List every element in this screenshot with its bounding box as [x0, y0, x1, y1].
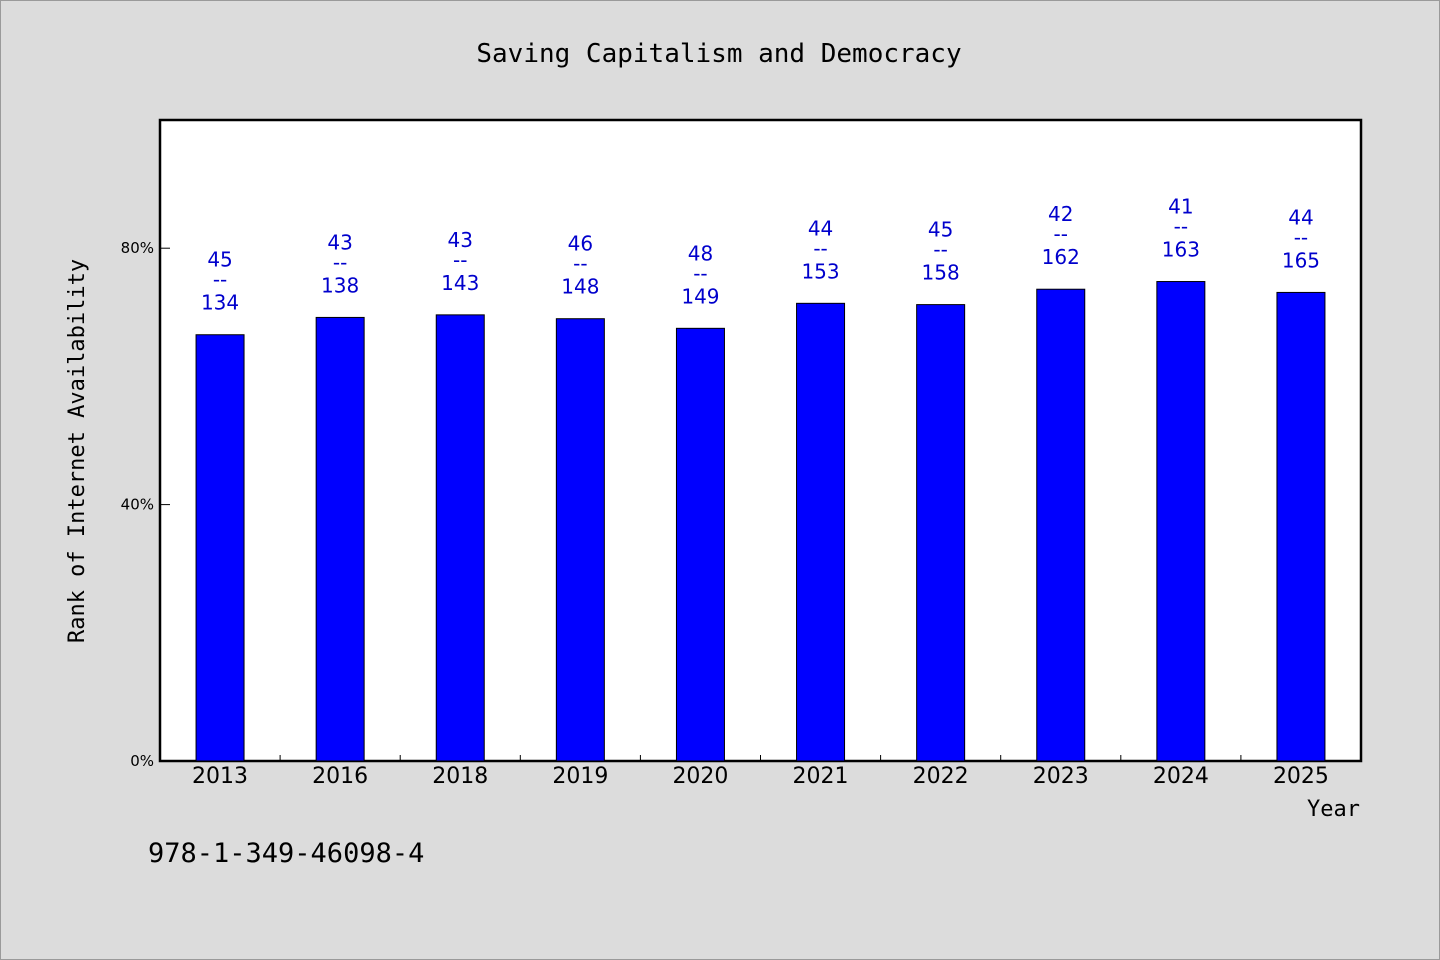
x-tick-label-2013: 2013: [192, 764, 248, 789]
data-label-separator-2013: --: [213, 268, 227, 292]
data-label-bottom-2019: 148: [561, 275, 599, 299]
chart-title: Saving Capitalism and Democracy: [476, 39, 961, 69]
bar-2025: [1276, 291, 1326, 762]
x-tick-label-2018: 2018: [432, 764, 488, 789]
data-label-bottom-2023: 162: [1042, 245, 1080, 269]
data-label-separator-2020: --: [693, 261, 707, 285]
data-label-separator-2023: --: [1054, 222, 1068, 246]
y-tick-label-80: 80%: [121, 239, 154, 257]
x-tick-label-2025: 2025: [1273, 764, 1329, 789]
bar-2019: [555, 318, 605, 762]
data-label-separator-2022: --: [933, 238, 947, 262]
data-label-top-2016: 43: [327, 230, 352, 254]
data-label-bottom-2013: 134: [201, 291, 239, 315]
x-tick-label-2021: 2021: [793, 764, 849, 789]
data-label-separator-2019: --: [573, 252, 587, 276]
data-label-bottom-2018: 143: [441, 271, 479, 295]
bar-2016: [315, 316, 365, 762]
data-label-bottom-2016: 138: [321, 273, 359, 297]
data-label-top-2024: 41: [1168, 195, 1193, 219]
data-label-top-2022: 45: [928, 218, 953, 242]
x-tick-label-2020: 2020: [672, 764, 728, 789]
y-tick-label-40: 40%: [121, 496, 154, 514]
y-axis-ticks: 0% 40% 80%: [121, 239, 170, 770]
data-label-separator-2018: --: [453, 248, 467, 272]
data-labels-group: 45--13443--13843--14346--14848--14944--1…: [201, 195, 1320, 315]
bar-2023: [1036, 288, 1086, 762]
x-tick-label-2023: 2023: [1033, 764, 1089, 789]
bar-2018: [435, 314, 485, 762]
data-label-separator-2025: --: [1294, 225, 1308, 249]
data-label-separator-2024: --: [1174, 215, 1188, 239]
data-label-bottom-2020: 149: [681, 284, 719, 308]
bar-2024: [1156, 281, 1206, 762]
data-label-bottom-2024: 163: [1162, 238, 1200, 262]
data-label-top-2019: 46: [568, 232, 593, 256]
data-label-bottom-2022: 158: [922, 261, 960, 285]
data-label-bottom-2021: 153: [801, 259, 839, 283]
data-label-top-2013: 45: [207, 248, 232, 272]
data-label-top-2021: 44: [808, 216, 833, 240]
x-tick-label-2019: 2019: [552, 764, 608, 789]
x-tick-label-2024: 2024: [1153, 764, 1209, 789]
x-tick-label-2022: 2022: [913, 764, 969, 789]
data-label-separator-2021: --: [813, 236, 827, 260]
isbn-text: 978-1-349-46098-4: [148, 838, 424, 869]
x-tick-label-2016: 2016: [312, 764, 368, 789]
bar-2013: [195, 334, 245, 762]
data-label-top-2023: 42: [1048, 202, 1073, 226]
y-axis-label: Rank of Internet Availability: [65, 259, 90, 643]
data-label-top-2018: 43: [448, 228, 473, 252]
bars-group: [195, 281, 1326, 762]
data-label-top-2025: 44: [1288, 205, 1313, 229]
x-axis-ticks: 2013 2016 2018 2019 2020 2021 2022 2023 2024 2025: [192, 755, 1329, 789]
y-tick-label-0: 0%: [130, 752, 154, 770]
data-label-bottom-2025: 165: [1282, 248, 1320, 272]
bar-2022: [916, 304, 966, 762]
data-label-top-2020: 48: [688, 241, 713, 265]
data-label-separator-2016: --: [333, 250, 347, 274]
bar-2020: [675, 327, 725, 762]
bar-2021: [796, 302, 846, 762]
x-axis-label: Year: [1307, 797, 1360, 822]
